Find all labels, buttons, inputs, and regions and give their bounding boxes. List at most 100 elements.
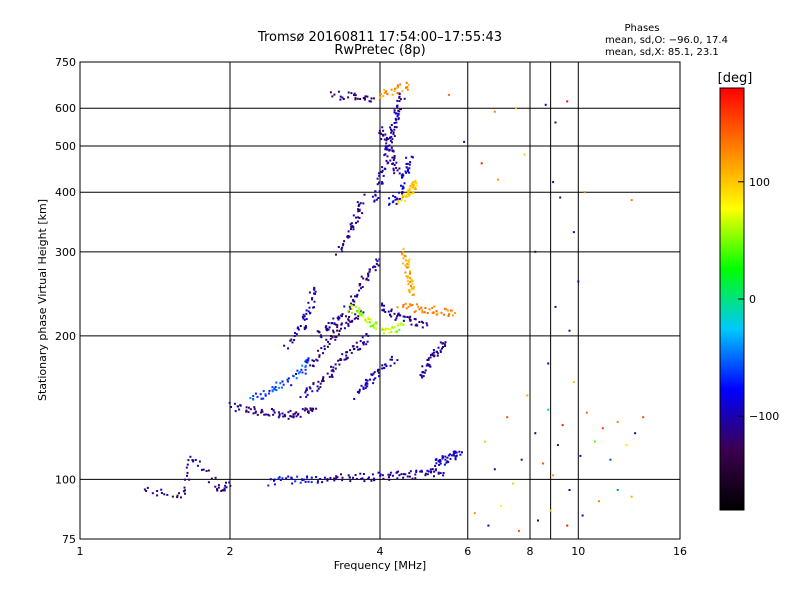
data-point [409,319,412,322]
data-point [336,476,339,479]
data-point [343,305,346,308]
data-point [350,92,353,95]
data-point [337,359,340,362]
data-point [372,372,375,375]
data-point [366,340,369,343]
data-point [444,455,447,458]
data-point [282,415,285,418]
data-point [445,461,448,464]
data-point [383,363,386,366]
data-point [171,495,174,498]
data-point [443,343,446,346]
data-point [359,98,362,100]
data-point [406,196,409,198]
data-point [381,181,384,184]
data-point [214,485,217,488]
data-point [426,363,429,366]
data-point [349,480,352,483]
data-point [281,380,284,383]
data-point [214,476,217,479]
data-point [351,305,354,307]
data-point [341,250,344,253]
data-point [333,93,336,96]
data-point [357,208,359,211]
data-point [357,391,360,394]
data-point [447,315,450,317]
data-point [435,458,438,461]
data-point [390,308,393,311]
data-point [333,479,336,482]
data-point [335,336,338,338]
data-point [249,397,252,400]
data-point [310,476,313,479]
data-point [334,363,337,366]
data-point [380,138,383,141]
data-point [312,382,315,384]
data-point [388,202,391,205]
data-point [357,205,360,207]
data-point [252,398,255,401]
data-point [339,95,342,98]
data-point [309,408,312,411]
data-point [185,466,188,469]
data-point [347,230,350,233]
data-point [306,475,309,478]
data-point [374,322,376,325]
data-point [363,98,366,101]
data-point [388,476,390,479]
data-point [313,287,316,290]
data-point [356,293,359,296]
data-point [385,365,388,368]
data-point [287,411,290,414]
data-point [401,175,404,178]
data-point [383,366,386,369]
data-point [616,489,619,491]
data-point [316,359,319,362]
data-point [328,326,331,329]
data-point [245,406,248,409]
data-point [304,366,307,368]
data-point [407,275,410,278]
data-point [239,404,242,407]
data-point [387,161,390,164]
data-point [277,416,280,419]
data-point [351,311,353,314]
data-point [330,373,333,376]
data-point [393,126,396,128]
data-point [358,217,361,219]
data-point [389,473,392,476]
colorbar-tick-label: 100 [749,176,770,189]
data-point [383,167,386,170]
data-point [554,305,557,308]
data-point [337,246,340,248]
data-point [362,388,365,390]
data-point [260,408,263,411]
data-point [306,393,309,396]
data-point [412,192,415,195]
y-tick-labels: 750 600 500 400 300 200 100 75 [55,56,76,546]
data-point [299,325,302,327]
data-point [388,148,391,151]
data-point [261,410,264,413]
data-point [378,129,381,132]
data-point [301,364,304,367]
data-point [368,270,371,273]
data-point [318,355,321,358]
data-point [430,470,433,473]
data-point [593,440,596,443]
data-point [397,201,400,204]
data-point [312,365,315,368]
data-point [220,490,223,492]
data-point [487,524,490,527]
data-point [345,354,348,357]
data-point [357,317,359,320]
data-point [353,347,356,350]
data-point [354,94,357,97]
data-point [287,417,290,420]
data-point [302,478,305,481]
data-point [163,493,166,496]
data-point [358,313,361,316]
data-point [146,486,149,489]
data-point [361,315,364,318]
data-point [449,457,452,460]
